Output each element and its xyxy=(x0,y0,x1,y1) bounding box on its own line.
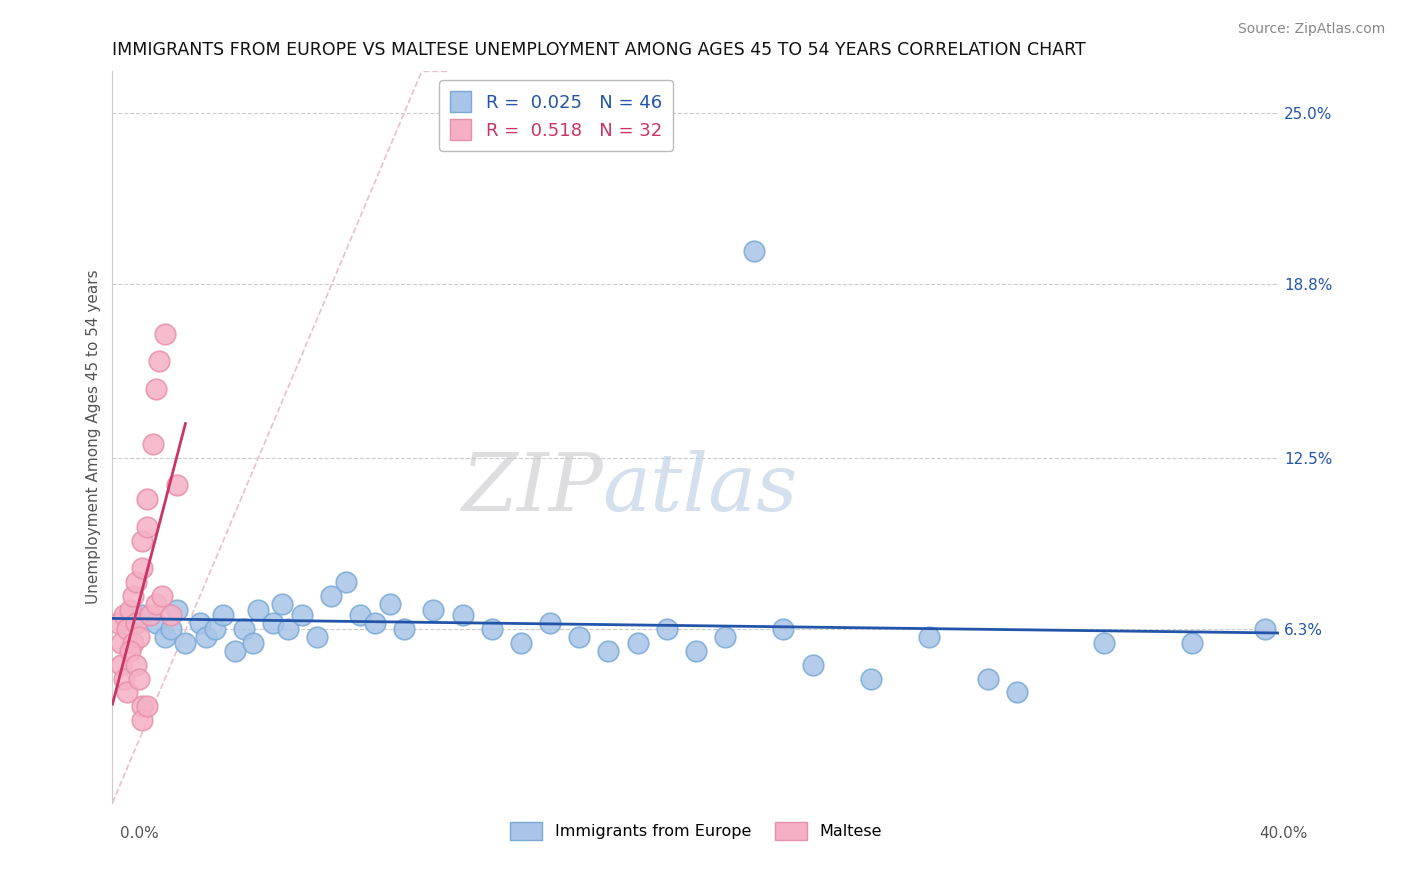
Point xyxy=(801,657,824,672)
Point xyxy=(125,616,148,631)
Point xyxy=(568,630,591,644)
Point xyxy=(153,326,176,341)
Point xyxy=(212,608,235,623)
Point xyxy=(136,699,159,714)
Point xyxy=(125,574,148,589)
Point xyxy=(772,622,794,636)
Point xyxy=(107,616,129,631)
Point xyxy=(139,608,162,623)
Point xyxy=(976,672,998,686)
Point xyxy=(1254,622,1277,636)
Point xyxy=(112,608,135,623)
Point xyxy=(655,622,678,636)
Point xyxy=(125,657,148,672)
Point xyxy=(131,699,153,714)
Point xyxy=(224,644,246,658)
Point xyxy=(321,589,343,603)
Point xyxy=(598,644,620,658)
Point xyxy=(166,602,188,616)
Point xyxy=(1181,636,1204,650)
Point xyxy=(166,478,188,492)
Point xyxy=(153,630,176,644)
Point xyxy=(335,574,357,589)
Point xyxy=(918,630,941,644)
Point xyxy=(174,636,197,650)
Point xyxy=(131,608,153,623)
Point xyxy=(422,602,444,616)
Point xyxy=(232,622,254,636)
Text: ZIP: ZIP xyxy=(461,450,603,527)
Point xyxy=(160,622,183,636)
Point xyxy=(136,492,159,507)
Point xyxy=(145,616,167,631)
Legend: Immigrants from Europe, Maltese: Immigrants from Europe, Maltese xyxy=(503,816,889,846)
Point xyxy=(128,672,150,686)
Point xyxy=(136,520,159,534)
Point xyxy=(538,616,561,631)
Point xyxy=(509,636,531,650)
Point xyxy=(194,630,217,644)
Point xyxy=(110,636,132,650)
Point xyxy=(118,644,141,658)
Point xyxy=(714,630,737,644)
Text: Source: ZipAtlas.com: Source: ZipAtlas.com xyxy=(1237,22,1385,37)
Point xyxy=(188,616,211,631)
Point xyxy=(122,589,145,603)
Point xyxy=(242,636,264,650)
Point xyxy=(451,608,474,623)
Point xyxy=(131,713,153,727)
Point xyxy=(145,382,167,396)
Point xyxy=(1094,636,1116,650)
Point xyxy=(148,354,170,368)
Point xyxy=(742,244,765,258)
Point xyxy=(131,561,153,575)
Point xyxy=(270,597,292,611)
Point xyxy=(349,608,371,623)
Point xyxy=(627,636,650,650)
Point xyxy=(364,616,387,631)
Point xyxy=(131,533,153,548)
Point xyxy=(115,622,138,636)
Point xyxy=(247,602,270,616)
Point xyxy=(142,437,165,451)
Point xyxy=(118,602,141,616)
Point xyxy=(291,608,314,623)
Y-axis label: Unemployment Among Ages 45 to 54 years: Unemployment Among Ages 45 to 54 years xyxy=(86,269,101,605)
Point xyxy=(145,597,167,611)
Text: 0.0%: 0.0% xyxy=(120,827,159,841)
Point xyxy=(305,630,328,644)
Point xyxy=(860,672,883,686)
Point xyxy=(262,616,284,631)
Text: atlas: atlas xyxy=(603,450,799,527)
Point xyxy=(122,636,145,650)
Point xyxy=(685,644,707,658)
Text: IMMIGRANTS FROM EUROPE VS MALTESE UNEMPLOYMENT AMONG AGES 45 TO 54 YEARS CORRELA: IMMIGRANTS FROM EUROPE VS MALTESE UNEMPL… xyxy=(112,41,1087,59)
Point xyxy=(150,589,173,603)
Text: 40.0%: 40.0% xyxy=(1260,827,1308,841)
Point xyxy=(110,657,132,672)
Point xyxy=(112,672,135,686)
Point xyxy=(160,608,183,623)
Point xyxy=(378,597,401,611)
Point xyxy=(128,630,150,644)
Point xyxy=(1005,685,1028,699)
Point xyxy=(394,622,416,636)
Point xyxy=(204,622,226,636)
Point xyxy=(115,685,138,699)
Point xyxy=(481,622,503,636)
Point xyxy=(276,622,298,636)
